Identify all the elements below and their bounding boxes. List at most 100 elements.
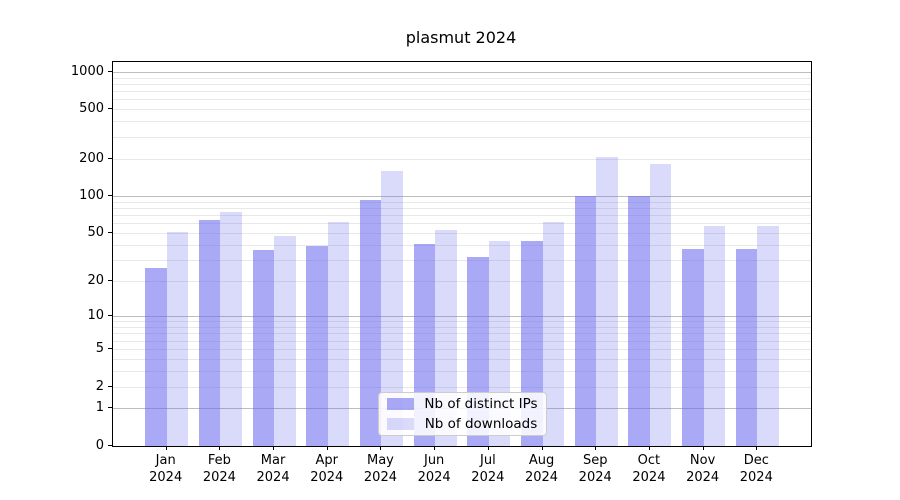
bar-downloads-mar [274,236,296,446]
y-tick-label: 0 [95,438,104,453]
x-tick-mark [326,446,328,450]
x-tick-label-jun: Jun 2024 [417,453,451,485]
y-tick-label: 100 [79,188,104,204]
minor-gridline [113,121,811,123]
bar-ips-sep [574,196,597,446]
bar-ips-dec [735,249,758,446]
major-gridline [113,71,811,73]
x-tick-label-nov: Nov 2024 [686,453,720,485]
bar-downloads-aug [542,221,564,446]
minor-gridline [113,358,811,360]
y-tick-mark [108,70,112,72]
x-tick-mark [595,446,597,450]
x-tick-mark [648,446,650,450]
x-tick-mark [380,446,382,450]
minor-gridline [113,333,811,335]
x-tick-mark [487,446,489,450]
y-tick-label: 20 [87,273,104,289]
legend-row-downloads: Nb of downloads [387,416,538,432]
minor-gridline [113,223,811,225]
minor-gridline [113,158,811,160]
bar-ips-mar [252,250,275,446]
bar-downloads-oct [649,164,672,446]
x-tick-mark [756,446,758,450]
minor-gridline [113,201,811,203]
major-gridline [113,316,811,318]
x-tick-mark [702,446,704,450]
minor-gridline [113,340,811,342]
bar-ips-apr [306,246,328,446]
minor-gridline [113,260,811,262]
bar-downloads-may [381,170,403,446]
minor-gridline [113,321,811,323]
y-tick-label: 2 [95,378,104,394]
x-tick-mark [165,446,167,450]
x-tick-label-jul: Jul 2024 [471,453,505,485]
minor-gridline [113,136,811,138]
x-tick-mark [541,446,543,450]
x-tick-label-aug: Aug 2024 [524,453,559,485]
y-tick-label: 200 [79,150,104,166]
y-tick-mark [108,157,112,159]
x-tick-label-feb: Feb 2024 [202,453,236,485]
bar-downloads-nov [703,226,726,446]
minor-gridline [113,233,811,235]
x-tick-label-jan: Jan 2024 [149,453,183,485]
minor-gridline [113,208,811,210]
bar-downloads-dec [757,226,779,446]
y-tick-mark [108,280,112,282]
minor-gridline [113,91,811,93]
minor-gridline [113,386,811,388]
y-tick-mark [108,195,112,197]
legend-swatch-distinct-ips [387,398,414,410]
chart-title: plasmut 2024 [405,28,517,47]
major-gridline [113,196,811,198]
y-tick-label: 50 [87,225,104,241]
x-tick-label-dec: Dec 2024 [739,453,773,485]
bar-ips-oct [628,196,650,446]
legend: Nb of distinct IPs Nb of downloads [378,392,547,436]
y-tick-mark [108,385,112,387]
bar-downloads-jan [166,232,189,446]
legend-label-distinct-ips: Nb of distinct IPs [424,396,538,412]
bar-downloads-feb [220,212,242,446]
bar-downloads-apr [327,221,350,446]
minor-gridline [113,109,811,111]
bar-ips-jan [145,267,167,446]
legend-row-distinct-ips: Nb of distinct IPs [387,396,538,412]
legend-label-downloads: Nb of downloads [424,416,538,432]
y-tick-label: 1000 [70,63,104,79]
x-tick-mark [434,446,436,450]
x-tick-label-mar: Mar 2024 [256,453,290,485]
minor-gridline [113,281,811,283]
bar-downloads-sep [596,157,618,446]
y-tick-label: 500 [79,101,104,117]
x-tick-label-may: May 2024 [363,453,397,485]
minor-gridline [113,370,811,372]
minor-gridline [113,348,811,350]
bar-ips-feb [198,219,221,446]
minor-gridline [113,99,811,101]
y-tick-mark [108,407,112,409]
y-tick-mark [108,445,112,446]
y-tick-mark [108,347,112,349]
x-tick-label-apr: Apr 2024 [310,453,344,485]
x-tick-mark [273,446,275,450]
y-tick-mark [108,315,112,317]
x-tick-label-sep: Sep 2024 [578,453,612,485]
minor-gridline [113,215,811,217]
bar-ips-may [359,199,382,446]
y-tick-label: 10 [87,308,104,324]
y-tick-mark [108,232,112,234]
y-tick-mark [108,108,112,110]
y-tick-label: 1 [95,400,104,416]
minor-gridline [113,327,811,328]
x-tick-label-oct: Oct 2024 [632,453,666,485]
minor-gridline [113,244,811,246]
legend-swatch-downloads [387,418,414,430]
plot-area [112,61,812,447]
bar-ips-nov [682,249,704,446]
bar-downloads-jun [435,229,457,446]
x-tick-mark [219,446,221,450]
